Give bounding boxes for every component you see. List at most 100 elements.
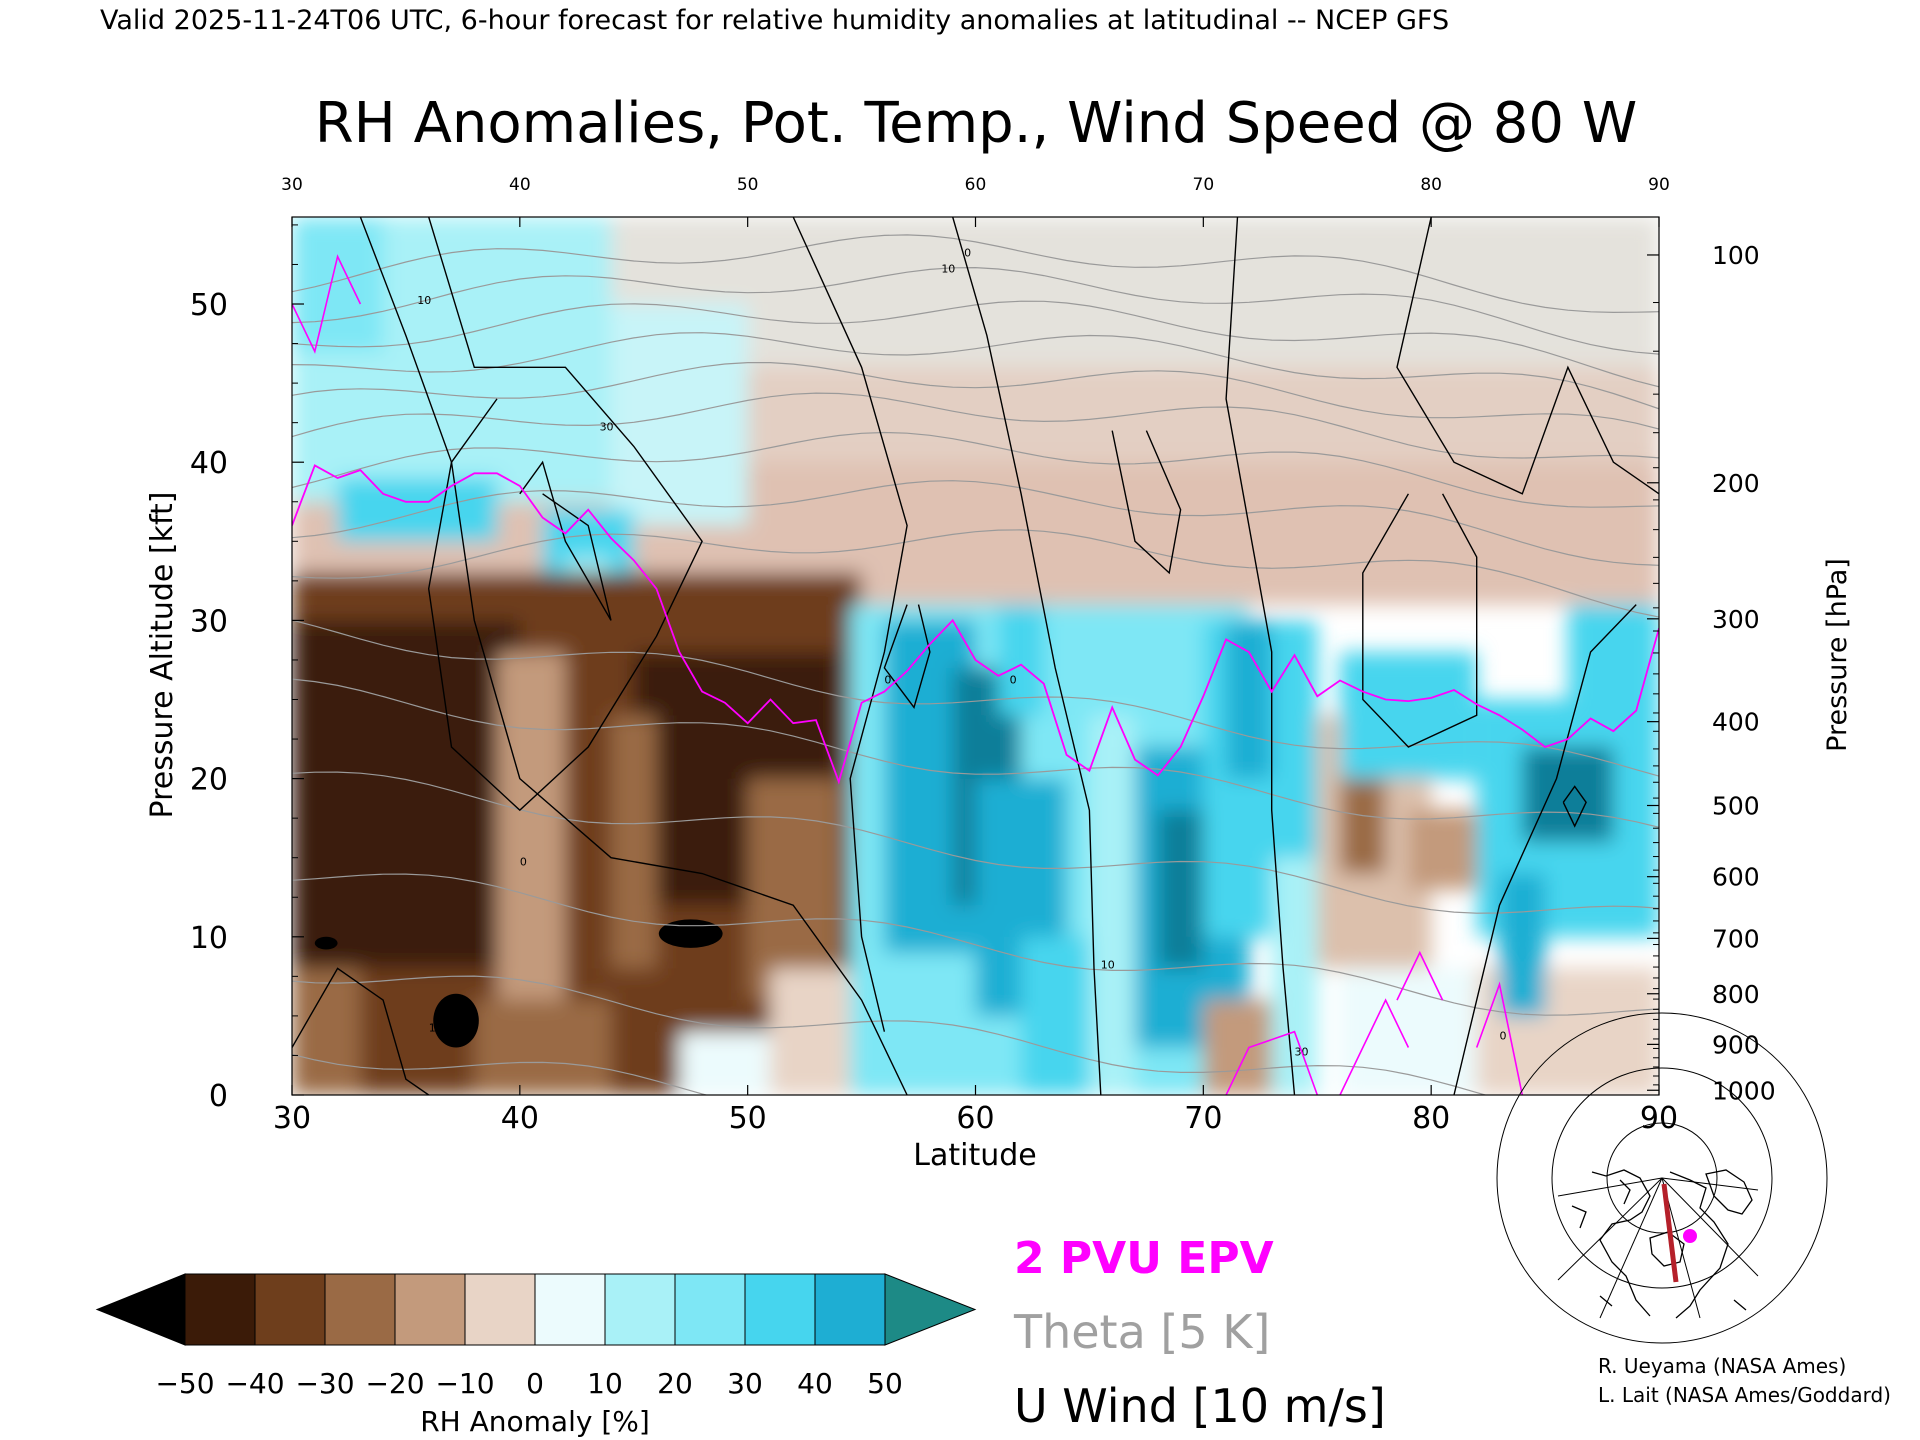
rh-anomaly-patch (747, 778, 839, 1001)
u-wind-contour (1396, 217, 1659, 495)
theta-contour-420 (292, 234, 1659, 314)
u-wind-contour-label: 0 (520, 856, 527, 869)
colorbar-tick-label: −10 (435, 1367, 494, 1400)
pressure-tick-label: 200 (1712, 469, 1760, 498)
theta-contour-300 (292, 873, 1659, 1016)
y-tick-label: 40 (190, 446, 228, 481)
colorbar-tick-label: −30 (295, 1367, 354, 1400)
colorbar: −50 −40 −30 −20 −10 0 10 20 30 40 50 RH Anomaly [%… (95, 1273, 977, 1438)
u-wind-contour (1225, 217, 1296, 1095)
pressure-tick-label: 100 (1712, 241, 1760, 270)
epv-2pvu-line (1475, 981, 1524, 1095)
x-tick-label: 80 (1412, 1101, 1450, 1136)
u-wind-contour (883, 604, 931, 709)
rh-anomaly-patch (337, 478, 498, 542)
epv-2pvu-layer (292, 254, 1659, 1095)
u-wind-contour (952, 217, 1102, 1095)
rh-dry-core (314, 936, 338, 950)
u-wind-contour-label: 10 (429, 1022, 443, 1035)
x-tick-label: 40 (501, 1101, 539, 1136)
colorbar-tick-label: −40 (225, 1367, 284, 1400)
colorbar-under-arrow (95, 1273, 186, 1346)
inset-point-marker (1683, 1229, 1697, 1243)
credit-line-2: L. Lait (NASA Ames/Goddard) (1598, 1383, 1891, 1407)
u-wind-contour (1562, 785, 1587, 828)
rh-anomaly-patch (292, 620, 520, 969)
colorbar-swatch (324, 1273, 396, 1346)
epv-2pvu-line (1225, 1030, 1319, 1095)
colorbar-swatch (814, 1273, 886, 1346)
colorbar-tick-label: −20 (365, 1367, 424, 1400)
epv-2pvu-line (292, 464, 1659, 785)
u-wind-contour (792, 217, 908, 1032)
theta-contour-330 (292, 619, 1659, 777)
theta-contour-360 (292, 431, 1659, 508)
colorbar-swatch (674, 1273, 746, 1346)
rh-anomaly-patch (474, 1000, 611, 1095)
rh-anomaly-patch (770, 968, 862, 1095)
pressure-tick-label: 700 (1712, 924, 1760, 953)
u-wind-contour-label: 0 (1500, 1030, 1507, 1043)
u-wind-contour (1362, 493, 1478, 748)
colorbar-tick-label: 40 (797, 1367, 833, 1400)
theta-contour-410 (292, 266, 1659, 355)
theta-contour-350 (292, 480, 1659, 566)
colorbar-label: RH Anomaly [%] (420, 1405, 650, 1438)
theta-contour-400 (292, 300, 1659, 388)
theta-contour-390 (292, 332, 1659, 410)
rh-anomaly-field (292, 217, 1659, 1095)
y-tick-label: 10 (190, 921, 228, 956)
colorbar-swatch (464, 1273, 536, 1346)
rh-anomaly-patch (1340, 968, 1500, 1095)
colorbar-swatch (604, 1273, 676, 1346)
colorbar-tick-label: 20 (657, 1367, 693, 1400)
top-tick-label: 70 (1193, 175, 1215, 195)
x-tick-label: 90 (1640, 1101, 1678, 1136)
u-wind-contour-label: 0 (884, 674, 891, 687)
x-tick-label: 50 (729, 1101, 767, 1136)
u-wind-contour (292, 967, 430, 1095)
header-text: Valid 2025-11-24T06 UTC, 6-hour forecast… (100, 5, 1449, 36)
rh-anomaly-patch (1226, 620, 1272, 779)
inset-map (1496, 1012, 1828, 1344)
epv-2pvu-line (292, 254, 362, 354)
top-tick-label: 40 (509, 175, 531, 195)
epv-2pvu-line (1339, 998, 1410, 1095)
colorbar-tick-label: 30 (727, 1367, 763, 1400)
u-wind-contour (1111, 430, 1182, 575)
legend-uwind: U Wind [10 m/s] (1014, 1379, 1386, 1433)
y-tick-label: 30 (190, 604, 228, 639)
colorbar-swatch (534, 1273, 606, 1346)
x-tick-label: 60 (956, 1101, 994, 1136)
rh-anomaly-patch (1157, 810, 1204, 969)
top-tick-label: 50 (737, 175, 759, 195)
colorbar-tick-label: 0 (526, 1367, 544, 1400)
y-axis-label: Pressure Altitude [kft] (145, 492, 180, 819)
u-wind-contour-label: 10 (941, 262, 955, 275)
rh-anomaly-patch (292, 217, 384, 352)
u-wind-contour (519, 460, 612, 621)
theta-contour-340 (292, 529, 1659, 618)
rh-anomaly-patch (679, 1031, 771, 1095)
u-wind-contour-label: 10 (417, 294, 431, 307)
x-axis-label: Latitude (913, 1138, 1036, 1173)
y2-axis-label: Pressure [hPa] (1822, 558, 1853, 752)
rh-dry-core (658, 919, 723, 948)
colorbar-over-arrow (884, 1273, 977, 1346)
theta-contour-280 (292, 1053, 709, 1095)
colorbar-swatch (394, 1273, 466, 1346)
colorbar-swatch (744, 1273, 816, 1346)
y-tick-label: 50 (190, 288, 228, 323)
top-tick-label: 90 (1648, 175, 1670, 195)
credit-line-1: R. Ueyama (NASA Ames) (1598, 1354, 1846, 1378)
chart-title: RH Anomalies, Pot. Temp., Wind Speed @ 8… (315, 91, 1637, 156)
u-wind-contour-label: 30 (600, 421, 614, 434)
legend-theta: Theta [5 K] (1013, 1305, 1270, 1359)
y-tick-label: 0 (209, 1079, 228, 1114)
theta-contour-380 (292, 362, 1659, 430)
legend-epv: 2 PVU EPV (1014, 1233, 1274, 1284)
